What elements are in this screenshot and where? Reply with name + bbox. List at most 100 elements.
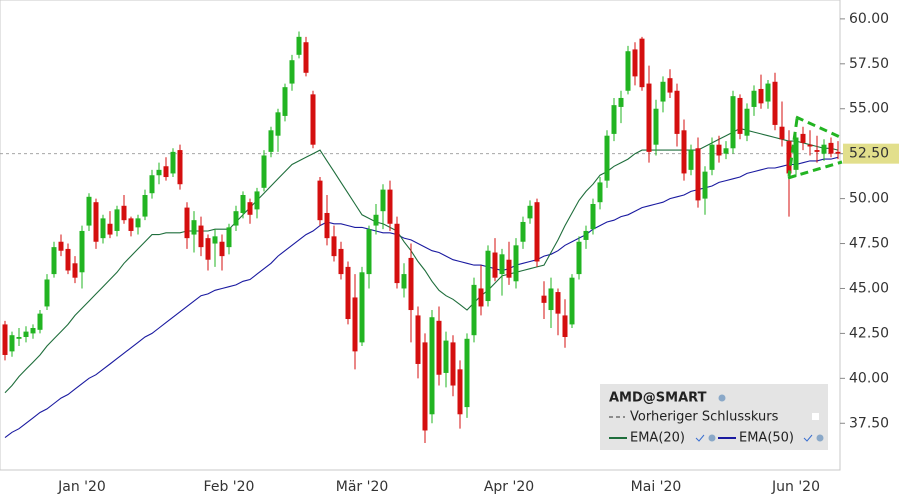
y-tick-label: 42.50 <box>849 325 889 341</box>
legend-label: EMA(20) <box>630 431 685 446</box>
candle-body <box>471 284 477 336</box>
legend-icon <box>816 434 824 442</box>
candle-body <box>142 195 148 217</box>
legend-label: AMD@SMART <box>609 391 707 406</box>
candle-body <box>247 202 253 215</box>
x-tick-label: Jan '20 <box>57 479 106 495</box>
candle-body <box>793 137 799 170</box>
candle-body <box>821 144 827 154</box>
candle-body <box>688 150 694 170</box>
candle-body <box>709 144 715 170</box>
candle-body <box>597 182 603 203</box>
candle-body <box>555 292 561 314</box>
candle-body <box>373 214 379 226</box>
candle-body <box>233 211 239 226</box>
candle-body <box>359 272 365 343</box>
candle-body <box>114 209 120 231</box>
pennant-upper <box>795 115 841 139</box>
candle-body <box>618 97 624 107</box>
candle-body <box>219 241 225 257</box>
x-tick-label: Jun '20 <box>771 479 820 495</box>
candle-body <box>485 250 491 302</box>
candle-body <box>86 196 92 226</box>
x-tick-label: Feb '20 <box>204 479 255 495</box>
candle-body <box>261 155 267 188</box>
candle-body <box>576 241 582 275</box>
candle-body <box>730 96 736 149</box>
candle-body <box>100 218 106 239</box>
candle-body <box>58 241 64 251</box>
candle-body <box>716 144 722 156</box>
candle-body <box>590 203 596 230</box>
candle-body <box>303 42 309 73</box>
legend-icon <box>803 434 813 442</box>
candle-body <box>646 83 652 152</box>
candle-body <box>23 331 29 337</box>
candle-body <box>765 83 771 102</box>
candle-body <box>289 60 295 84</box>
candle-body <box>562 315 568 337</box>
candle-body <box>51 247 57 275</box>
legend-icon <box>695 434 705 442</box>
candle-body <box>422 342 428 431</box>
candle-body <box>625 51 631 91</box>
candle-body <box>632 49 638 77</box>
x-tick-label: Mär '20 <box>336 479 389 495</box>
y-tick-label: 50.00 <box>849 191 889 207</box>
candle-body <box>191 220 197 235</box>
candle-body <box>737 97 743 134</box>
candle-body <box>506 259 512 278</box>
candle-body <box>723 148 729 154</box>
candle-body <box>79 230 85 273</box>
candle-body <box>744 108 750 136</box>
candle-body <box>751 90 757 107</box>
candle-body <box>366 229 372 275</box>
candle-body <box>65 248 71 271</box>
candle-body <box>408 257 414 311</box>
y-tick-label: 47.50 <box>849 236 889 252</box>
candle-body <box>807 144 813 147</box>
candle-body <box>205 238 211 260</box>
candle-body <box>443 340 449 373</box>
y-tick-label: 45.00 <box>849 280 889 296</box>
candle-body <box>149 175 155 194</box>
candle-body <box>639 38 645 88</box>
candle-body <box>324 212 330 239</box>
candle-body <box>72 263 78 278</box>
candle-body <box>436 320 442 375</box>
candle-body <box>345 266 351 320</box>
candle-body <box>401 274 407 289</box>
legend-icon <box>708 434 716 442</box>
candle-body <box>121 205 127 221</box>
candle-body <box>37 313 43 330</box>
legend: AMD@SMART Vorheriger Schlusskurs EMA(20)… <box>600 384 828 450</box>
candle-body <box>177 150 183 185</box>
candle-body <box>128 218 134 231</box>
pennant-side <box>787 118 799 177</box>
candle-body <box>758 88 764 104</box>
candle-body <box>667 78 673 93</box>
candle-body <box>44 279 50 307</box>
x-tick-label: Mai '20 <box>631 479 682 495</box>
candle-body <box>520 221 526 242</box>
candle-body <box>429 317 435 415</box>
candle-body <box>527 205 533 219</box>
candle-body <box>380 189 386 212</box>
candle-body <box>170 151 176 174</box>
candle-body <box>16 336 22 339</box>
candle-body <box>779 126 785 140</box>
candle-body <box>93 202 99 242</box>
candle-body <box>695 148 701 201</box>
candle-body <box>107 223 113 235</box>
candle-body <box>786 141 792 174</box>
candle-body <box>163 166 169 178</box>
candle-body <box>450 342 456 386</box>
candle-body <box>478 288 484 307</box>
candle-body <box>534 202 540 262</box>
candle-body <box>800 133 806 143</box>
candle-body <box>653 108 659 145</box>
candle-body <box>240 195 246 213</box>
candle-body <box>135 218 141 228</box>
candle-body <box>660 81 666 102</box>
